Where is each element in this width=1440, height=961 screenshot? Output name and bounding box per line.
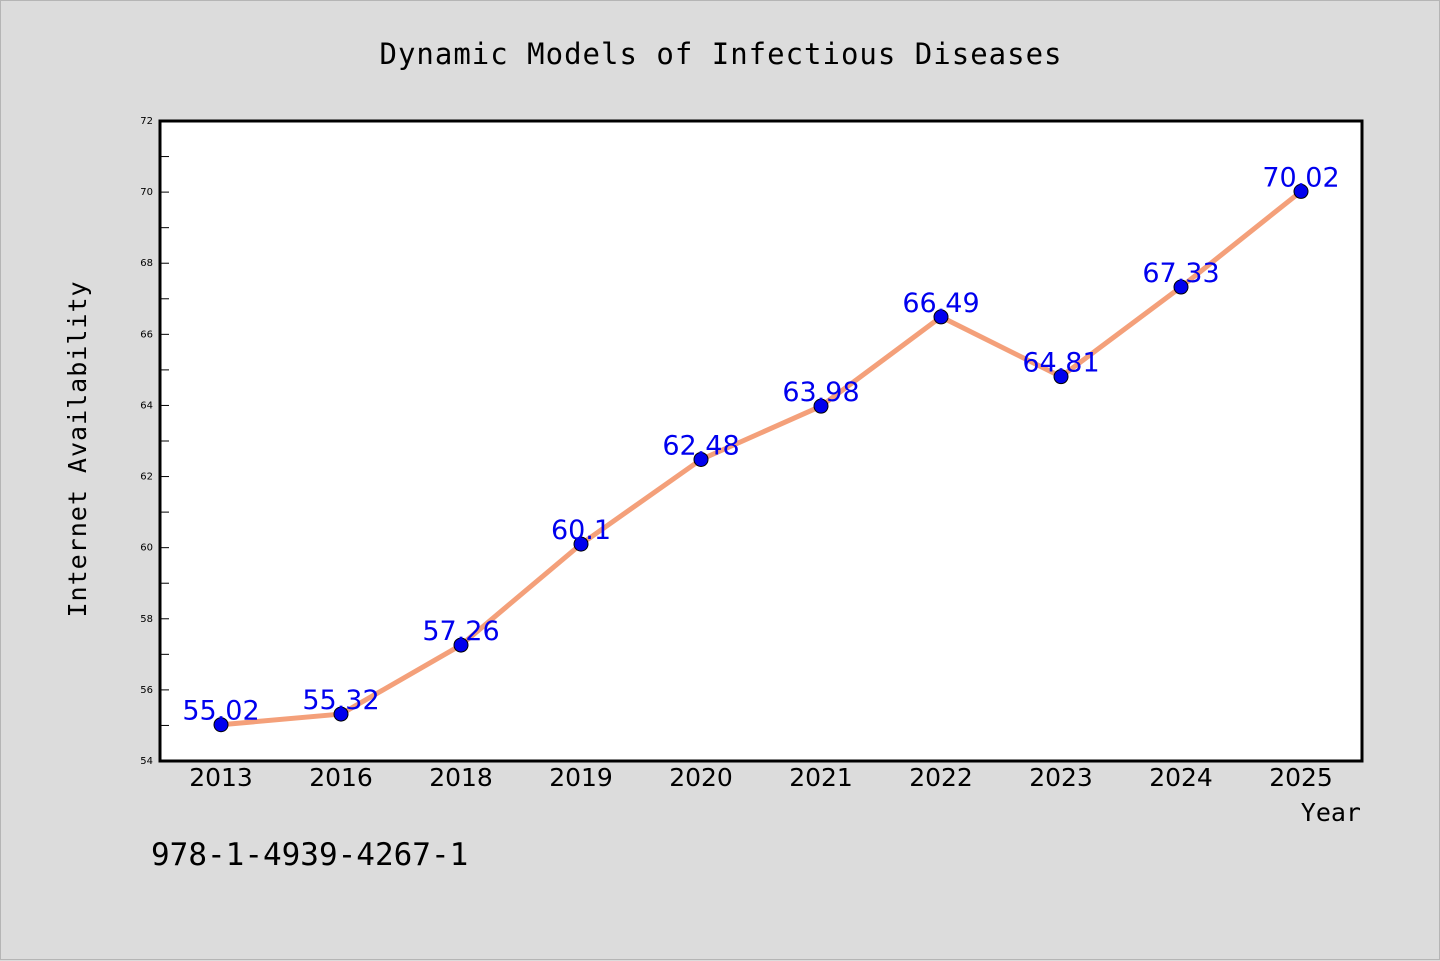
y-tick-label: 56 [140,685,153,696]
x-tick-label: 2013 [189,763,253,792]
data-point-marker [1173,279,1189,295]
data-point-marker [573,536,589,552]
data-point-marker [813,398,829,414]
x-tick-label: 2023 [1029,763,1093,792]
data-label: 67.33 [1142,258,1219,289]
x-tick-label: 2016 [309,763,373,792]
x-tick-label: 2025 [1269,763,1333,792]
data-label: 62.48 [662,430,739,461]
data-point-marker [693,451,709,467]
x-tick-label: 2020 [669,763,733,792]
data-point-marker [1293,183,1309,199]
x-tick-label: 2019 [549,763,613,792]
data-label: 63.98 [782,377,859,408]
y-tick-label: 68 [140,258,153,269]
x-axis: 2013 2016 2018 2019 2020 2021 2022 2023 2024 2025 [189,763,1333,792]
series-line [220,189,1303,728]
data-label: 60.1 [551,515,611,546]
y-axis-label: Internet Availability [63,280,92,617]
data-point-marker [453,637,469,653]
data-point-marker [1053,369,1069,385]
y-tick-label: 66 [140,329,153,340]
data-point-marker [933,309,949,325]
y-tick-label: 62 [140,472,153,483]
x-tick-label: 2018 [429,763,493,792]
y-tick-label: 58 [140,614,153,625]
data-label: 57.26 [422,616,499,647]
data-label: 55.02 [182,696,259,727]
x-tick-label: 2021 [789,763,853,792]
x-axis-label: Year [1301,798,1361,827]
data-label: 70.02 [1262,162,1339,193]
data-label: 64.81 [1022,348,1099,379]
data-label: 66.49 [902,288,979,319]
plot-area [158,119,1364,763]
y-axis: 54 56 58 60 62 64 66 68 70 72 [140,116,169,767]
x-tick-label: 2024 [1149,763,1213,792]
data-label: 55.32 [302,685,379,716]
y-tick-label: 64 [140,400,153,411]
y-tick-label: 60 [140,543,153,554]
chart-title: Dynamic Models of Infectious Diseases [379,37,1062,71]
x-tick-label: 2022 [909,763,973,792]
data-point-marker [333,706,349,722]
data-labels: 55.02 55.32 57.26 60.1 62.48 63.98 66.49 64.81 6… [182,162,1339,726]
y-tick-label: 70 [140,187,153,198]
y-tick-label: 72 [140,116,153,127]
isbn-annotation: 978-1-4939-4267-1 [151,837,468,873]
data-markers [213,183,1309,733]
y-tick-label: 54 [140,756,153,767]
data-point-marker [213,717,229,733]
